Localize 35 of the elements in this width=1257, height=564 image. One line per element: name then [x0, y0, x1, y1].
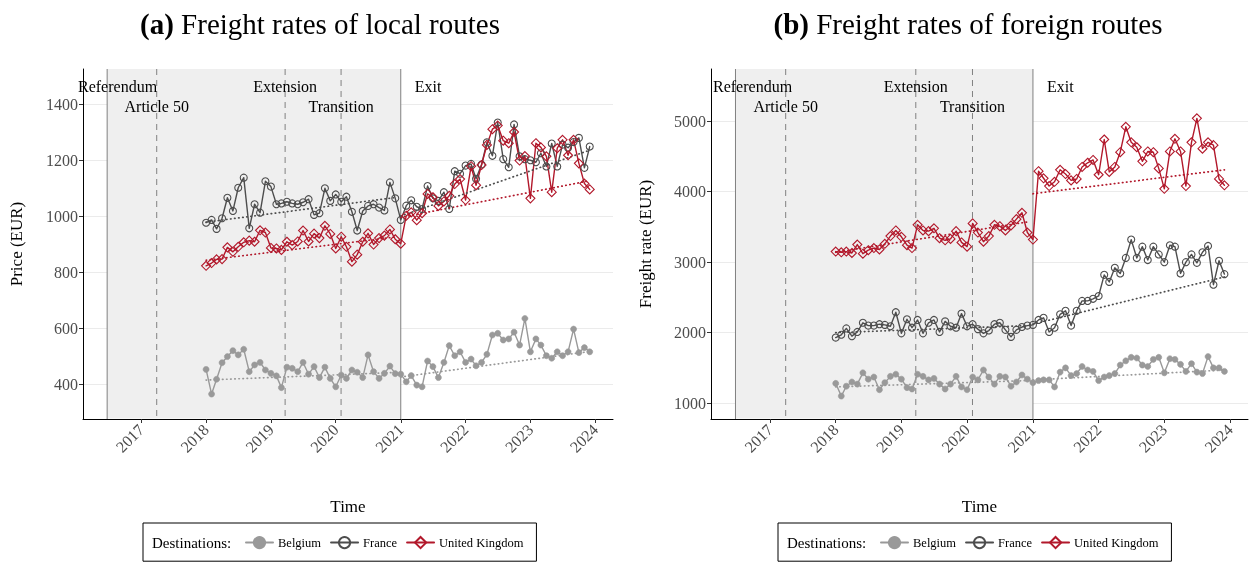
- ref-line-label: Extension: [253, 77, 318, 95]
- legend-label: United Kingdom: [1074, 535, 1159, 550]
- y-tick-label: 1400: [46, 95, 78, 113]
- ref-line-label: Transition: [308, 97, 374, 115]
- y-tick-label: 4000: [674, 183, 706, 201]
- legend-label: United Kingdom: [439, 535, 524, 550]
- y-tick-label: 400: [54, 375, 78, 393]
- chart-title: (b) Freight rates of foreign routes: [773, 7, 1163, 41]
- legend-title: Destinations:: [787, 535, 867, 551]
- y-tick-label: 1000: [46, 207, 78, 225]
- y-tick-label: 800: [54, 263, 78, 281]
- ref-line-label: Transition: [939, 97, 1006, 115]
- y-tick-label: 5000: [674, 112, 706, 130]
- y-tick-label: 1000: [674, 394, 706, 412]
- legend-label: France: [363, 535, 398, 550]
- y-tick-label: 2000: [674, 324, 706, 342]
- y-axis-title: Freight rate (EUR): [636, 179, 655, 309]
- ref-line-label: Exit: [1046, 77, 1075, 95]
- ref-line-label: Extension: [883, 77, 948, 95]
- legend-label: France: [998, 535, 1033, 550]
- y-tick-label: 1200: [46, 151, 78, 169]
- y-axis-title: Price (EUR): [7, 201, 26, 287]
- legend-label: Belgium: [278, 535, 322, 550]
- chart-title: (a) Freight rates of local routes: [140, 7, 500, 41]
- ref-line-label: Exit: [414, 77, 442, 95]
- legend-title: Destinations:: [152, 535, 232, 551]
- x-axis-title: Time: [330, 497, 366, 516]
- ref-line-label: Article 50: [124, 97, 189, 115]
- ref-line-label: Article 50: [753, 97, 818, 115]
- legend-label: Belgium: [913, 535, 957, 550]
- ref-line-label: Referendum: [713, 77, 793, 95]
- x-axis-title: Time: [961, 497, 998, 516]
- y-tick-label: 3000: [674, 253, 706, 271]
- x-tick-label: 2021: [372, 420, 407, 456]
- y-tick-label: 600: [54, 319, 78, 337]
